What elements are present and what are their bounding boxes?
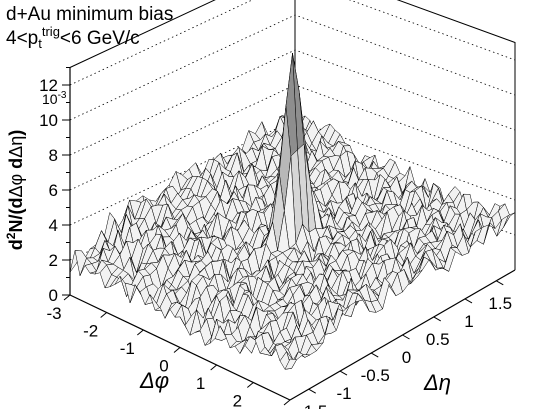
x-tick-label: -1 (120, 339, 135, 358)
y-tick-label: 0.5 (426, 330, 450, 349)
x-axis-ticks: -3-2-10123 (46, 294, 291, 409)
z-tick-label: 10 (39, 111, 58, 130)
y-tick-mark (339, 370, 348, 376)
x-tick-label: 2 (233, 392, 242, 409)
z-gridline (69, 49, 516, 156)
y-tick-label: -1.5 (298, 402, 327, 409)
chart-title: d+Au minimum bias (6, 4, 174, 25)
z-tick-label: 8 (49, 146, 58, 165)
y-tick-mark (402, 334, 410, 340)
z-tick-label: 0 (49, 286, 58, 305)
x-tick-mark (173, 347, 181, 353)
y-axis-ticks: -1.5 -1 -0.5 0 0.5 1 1.5 (298, 280, 512, 409)
y-tick-label: -0.5 (361, 366, 390, 385)
z-axis-exponent: 10-3 (42, 90, 67, 107)
x-tick-label: 1 (196, 374, 205, 393)
chart-subtitle: 4<pttrig<6 GeV/c (6, 24, 140, 51)
y-tick-mark (433, 316, 441, 322)
y-tick-mark (496, 280, 504, 286)
y-tick-label: 1.5 (488, 294, 512, 313)
x-tick-mark (137, 329, 144, 336)
z-exponent-power: -3 (58, 90, 67, 101)
y-tick-mark (308, 388, 316, 394)
z-tick-label: 4 (49, 216, 58, 235)
x-tick-mark (210, 364, 217, 371)
y-tick-mark (371, 352, 379, 358)
x-axis-label: Δφ (139, 368, 169, 393)
x-tick-label: -3 (46, 304, 61, 323)
x-tick-mark (283, 399, 291, 406)
x-tick-label: -2 (83, 322, 98, 341)
z-gridline (69, 14, 516, 121)
y-tick-label: -1 (336, 384, 351, 403)
z-tick-label: 12 (39, 76, 58, 95)
x-tick-label: 0 (159, 357, 168, 376)
y-tick-label: 0 (402, 348, 411, 367)
surface-cell (284, 358, 297, 370)
z-tick-label: 2 (49, 251, 58, 270)
z-axis-label: d2N/(dΔφ dΔη) (4, 130, 26, 250)
y-tick-label: 1 (464, 312, 473, 331)
x-tick-mark (63, 294, 71, 301)
x-tick-mark (100, 312, 107, 318)
x-tick-mark (247, 382, 254, 388)
surface-mesh (69, 52, 516, 370)
z-exponent-base: 10 (42, 91, 58, 107)
z-tick-label: 6 (49, 181, 58, 200)
y-tick-mark (464, 298, 473, 304)
y-axis-label: Δη (423, 370, 451, 395)
